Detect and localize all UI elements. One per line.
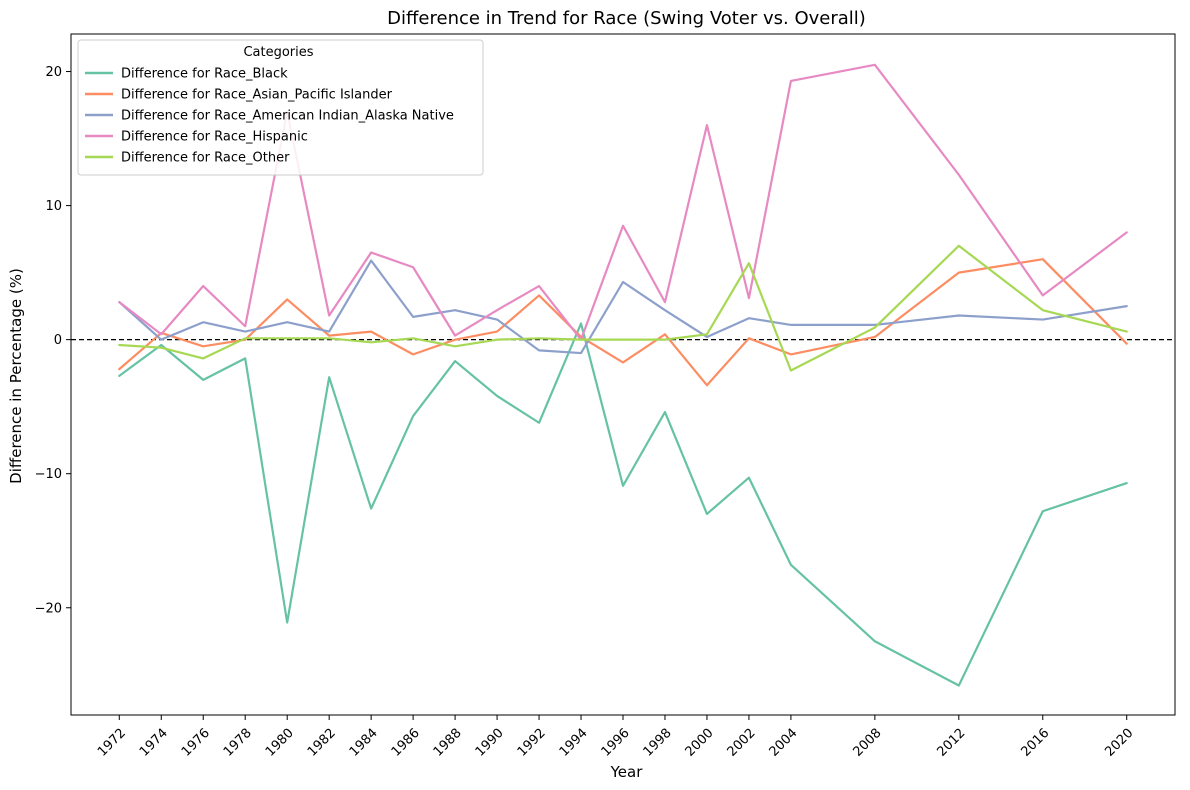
legend-entry-4: Difference for Race_Other [121,151,290,166]
y-tick-label: 20 [45,65,62,80]
legend-entry-2: Difference for Race_American Indian_Alas… [121,109,454,124]
y-tick-label: −10 [35,467,62,482]
series-line-0 [118,322,1128,687]
y-tick-label: 0 [54,333,62,348]
series-line-2 [118,259,1128,355]
legend-box [77,39,484,176]
legend: Categories Difference for Race_Black Diffe… [77,39,484,176]
legend-title: Categories [243,45,313,60]
series-line-4 [118,244,1128,372]
legend-entry-3: Difference for Race_Hispanic [121,130,308,145]
chart-title: Difference in Trend for Race (Swing Vote… [387,8,866,29]
legend-entry-0: Difference for Race_Black [121,67,288,82]
y-axis-label: Difference in Percentage (%) [7,268,25,484]
series-line-3 [118,63,1128,341]
y-tick-label: −20 [35,601,62,616]
y-tick-label: 10 [45,199,62,214]
legend-entry-1: Difference for Race_Asian_Pacific Island… [121,88,393,103]
x-axis-label: Year [610,763,644,781]
